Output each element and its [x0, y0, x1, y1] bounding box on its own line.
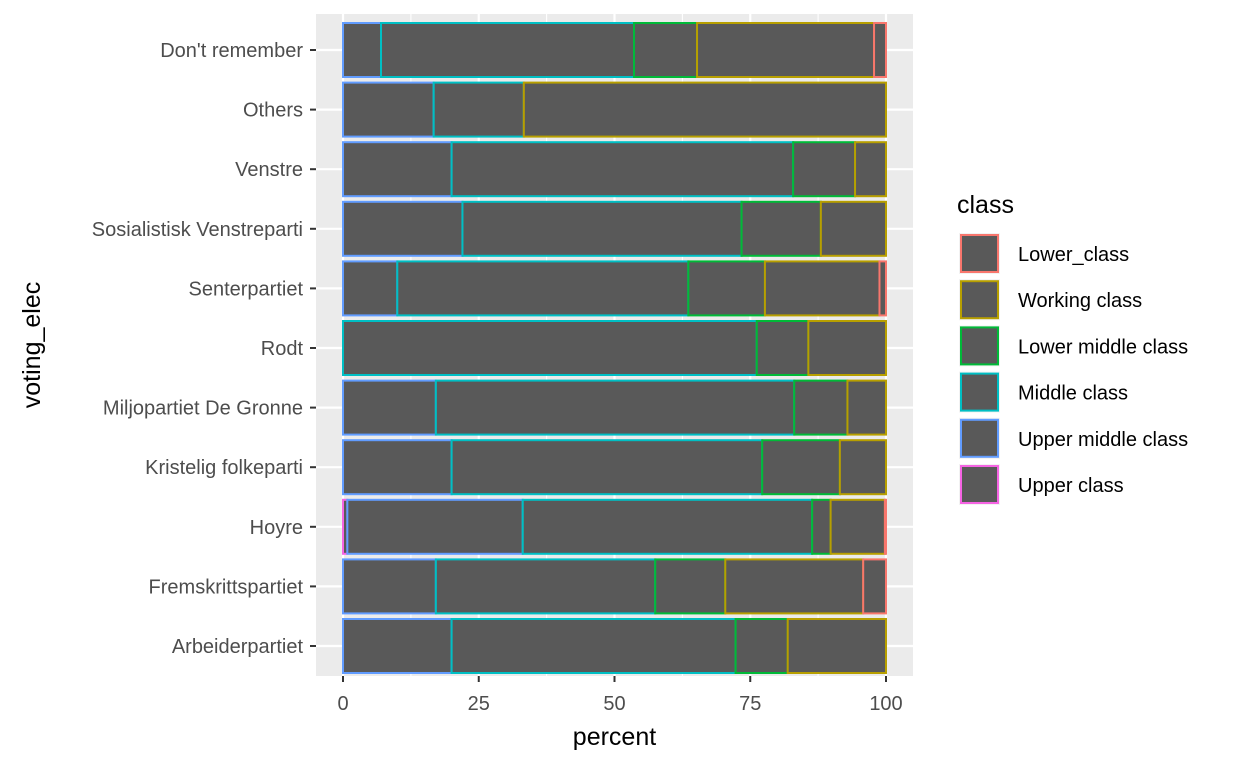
bar-fremskrittspartiet-lower-middle-class	[654, 558, 727, 615]
bar-miljopartiet-de-gronne-working-class	[846, 379, 888, 436]
bar-rodt-working-class	[807, 320, 888, 376]
bar-arbeiderpartiet-middle-class	[450, 618, 737, 674]
bar-hoyre-lower-middle-class	[811, 498, 832, 555]
bar-fremskrittspartiet-lower-class	[862, 558, 887, 615]
bar-arbeiderpartiet-upper-middle-class	[342, 618, 453, 674]
y-tick-label: Arbeiderpartiet	[172, 636, 304, 658]
bar-senterpartiet-upper-middle-class	[342, 260, 399, 317]
bar-sosialistisk-venstreparti-lower-middle-class	[740, 200, 822, 257]
legend-swatch-upper-middle-class	[960, 418, 999, 458]
bar-miljopartiet-de-gronne-lower-middle-class	[793, 379, 849, 436]
bar-fremskrittspartiet-upper-middle-class	[342, 558, 437, 615]
legend-swatch-middle-class	[960, 372, 999, 412]
bar-hoyre-middle-class	[521, 498, 814, 555]
bar-venstre-lower-middle-class	[792, 141, 857, 198]
x-axis-title: percent	[573, 723, 656, 751]
bar-miljopartiet-de-gronne-middle-class	[434, 379, 796, 436]
bar-senterpartiet-lower-middle-class	[687, 260, 766, 317]
y-tick-label: Rodt	[261, 338, 304, 360]
bar-kristelig-folkeparti-working-class	[838, 439, 887, 496]
y-tick-label: Senterpartiet	[188, 278, 303, 300]
bar-hoyre-upper-middle-class	[346, 498, 524, 555]
y-tick-label: Don't remember	[160, 40, 303, 62]
legend-label-working-class: Working class	[1018, 290, 1142, 312]
legend-swatch-upper-class	[960, 465, 999, 504]
bar-arbeiderpartiet-lower-middle-class	[734, 618, 789, 674]
x-tick-label: 0	[337, 693, 348, 715]
bar-venstre-working-class	[854, 141, 888, 198]
bar-arbeiderpartiet-working-class	[786, 618, 887, 674]
legend-label-upper-middle-class: Upper middle class	[1018, 429, 1188, 451]
legend-label-lower-class: Lower_class	[1018, 244, 1129, 266]
bar-kristelig-folkeparti-middle-class	[450, 439, 764, 496]
legend-swatch-lower-middle-class	[960, 326, 999, 366]
bar-senterpartiet-middle-class	[396, 260, 690, 317]
bar-others-upper-middle-class	[342, 81, 435, 138]
bar-rodt-lower-middle-class	[755, 320, 810, 376]
legend-swatch-lower-class	[960, 234, 999, 273]
bar-venstre-upper-middle-class	[342, 141, 453, 198]
x-tick-label: 25	[468, 693, 490, 715]
y-tick-label: Hoyre	[250, 517, 303, 539]
bar-fremskrittspartiet-middle-class	[434, 558, 657, 615]
x-tick-label: 75	[739, 693, 761, 715]
y-tick-label: Sosialistisk Venstreparti	[92, 219, 303, 241]
bar-kristelig-folkeparti-lower-middle-class	[761, 439, 841, 496]
legend-label-upper-class: Upper class	[1018, 475, 1124, 497]
bar-kristelig-folkeparti-upper-middle-class	[342, 439, 453, 496]
bar-don-t-remember-upper-middle-class	[342, 22, 383, 78]
bar-others-working-class	[522, 81, 887, 138]
bar-don-t-remember-lower-class	[873, 22, 888, 78]
bar-don-t-remember-working-class	[696, 22, 876, 78]
legend-label-lower-middle-class: Lower middle class	[1018, 336, 1188, 358]
y-tick-label: Miljopartiet De Gronne	[103, 398, 303, 420]
x-tick-label: 100	[869, 693, 902, 715]
y-tick-label: Venstre	[235, 159, 303, 181]
bar-don-t-remember-lower-middle-class	[633, 22, 699, 78]
x-tick-label: 50	[603, 693, 625, 715]
y-axis-title: voting_elec	[18, 282, 46, 408]
bar-senterpartiet-lower-class	[878, 260, 888, 317]
legend-title: class	[957, 191, 1014, 219]
bar-miljopartiet-de-gronne-upper-middle-class	[342, 379, 437, 436]
legend-label-middle-class: Middle class	[1018, 383, 1128, 405]
y-tick-label: Fremskrittspartiet	[149, 576, 304, 598]
legend-swatch-working-class	[960, 280, 999, 320]
bar-others-middle-class	[432, 81, 525, 138]
bar-sosialistisk-venstreparti-middle-class	[461, 200, 743, 257]
bar-don-t-remember-middle-class	[380, 22, 636, 78]
bar-sosialistisk-venstreparti-upper-middle-class	[342, 200, 464, 257]
bar-hoyre-lower-class	[883, 498, 888, 555]
y-tick-label: Kristelig folkeparti	[145, 457, 303, 479]
bar-senterpartiet-working-class	[763, 260, 881, 317]
bar-sosialistisk-venstreparti-working-class	[819, 200, 888, 257]
bar-fremskrittspartiet-working-class	[724, 558, 865, 615]
bar-rodt-middle-class	[342, 320, 758, 376]
bar-hoyre-working-class	[829, 498, 886, 555]
bar-venstre-middle-class	[450, 141, 795, 198]
y-tick-label: Others	[243, 100, 303, 122]
